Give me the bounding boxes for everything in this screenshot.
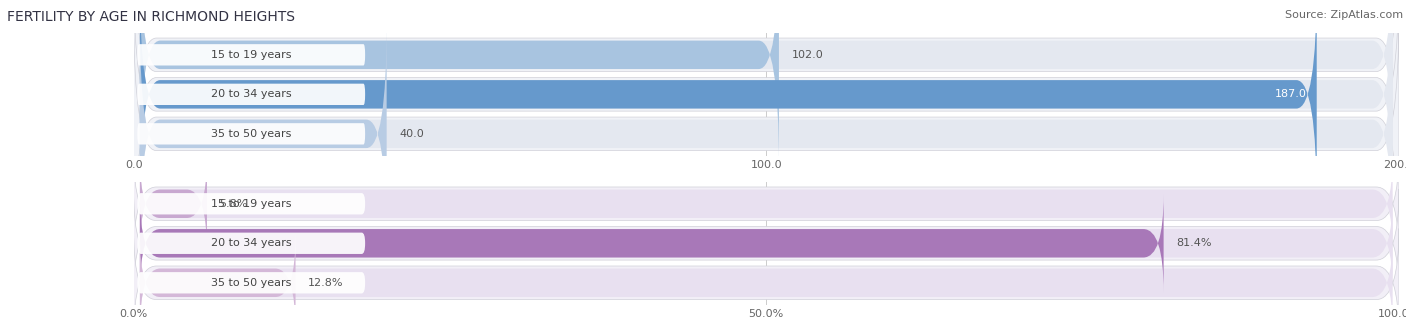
Text: 20 to 34 years: 20 to 34 years bbox=[211, 89, 291, 99]
Text: 187.0: 187.0 bbox=[1275, 89, 1306, 99]
Text: 15 to 19 years: 15 to 19 years bbox=[211, 50, 291, 60]
Text: 81.4%: 81.4% bbox=[1177, 238, 1212, 248]
FancyBboxPatch shape bbox=[138, 272, 366, 294]
Text: 40.0: 40.0 bbox=[399, 129, 425, 139]
Text: 35 to 50 years: 35 to 50 years bbox=[211, 129, 291, 139]
FancyBboxPatch shape bbox=[141, 194, 1164, 292]
Text: Source: ZipAtlas.com: Source: ZipAtlas.com bbox=[1285, 10, 1403, 20]
Text: 15 to 19 years: 15 to 19 years bbox=[211, 199, 291, 209]
FancyBboxPatch shape bbox=[141, 234, 1392, 331]
Text: 35 to 50 years: 35 to 50 years bbox=[211, 278, 291, 288]
FancyBboxPatch shape bbox=[138, 84, 366, 105]
FancyBboxPatch shape bbox=[134, 189, 1399, 298]
FancyBboxPatch shape bbox=[141, 234, 295, 331]
FancyBboxPatch shape bbox=[141, 0, 1392, 207]
FancyBboxPatch shape bbox=[134, 0, 1399, 180]
Text: 5.8%: 5.8% bbox=[219, 199, 247, 209]
FancyBboxPatch shape bbox=[141, 0, 1392, 167]
FancyBboxPatch shape bbox=[141, 22, 1392, 246]
Text: 20 to 34 years: 20 to 34 years bbox=[211, 238, 291, 248]
FancyBboxPatch shape bbox=[138, 44, 366, 66]
Text: 12.8%: 12.8% bbox=[308, 278, 343, 288]
Text: 102.0: 102.0 bbox=[792, 50, 824, 60]
FancyBboxPatch shape bbox=[141, 155, 207, 253]
FancyBboxPatch shape bbox=[134, 228, 1399, 331]
FancyBboxPatch shape bbox=[134, 8, 1399, 259]
FancyBboxPatch shape bbox=[141, 0, 779, 167]
FancyBboxPatch shape bbox=[141, 155, 1392, 253]
FancyBboxPatch shape bbox=[138, 233, 366, 254]
FancyBboxPatch shape bbox=[134, 150, 1399, 258]
Text: FERTILITY BY AGE IN RICHMOND HEIGHTS: FERTILITY BY AGE IN RICHMOND HEIGHTS bbox=[7, 10, 295, 24]
FancyBboxPatch shape bbox=[138, 123, 366, 145]
FancyBboxPatch shape bbox=[138, 193, 366, 214]
FancyBboxPatch shape bbox=[134, 0, 1399, 220]
FancyBboxPatch shape bbox=[141, 0, 1317, 207]
FancyBboxPatch shape bbox=[141, 22, 387, 246]
FancyBboxPatch shape bbox=[141, 194, 1392, 292]
